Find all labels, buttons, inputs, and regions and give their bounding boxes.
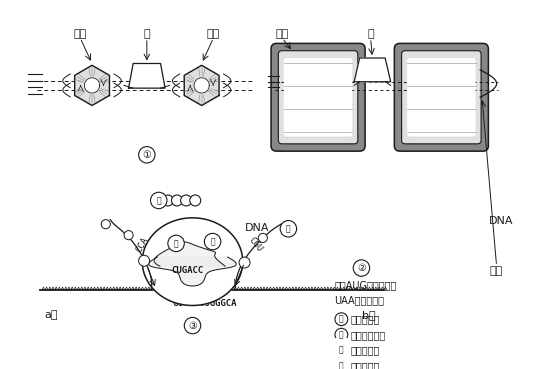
Circle shape xyxy=(162,195,173,206)
Text: 甘: 甘 xyxy=(156,196,161,205)
Circle shape xyxy=(181,195,192,206)
Circle shape xyxy=(153,195,164,206)
Polygon shape xyxy=(194,78,209,93)
Circle shape xyxy=(280,221,296,237)
Text: 表示色氨酸: 表示色氨酸 xyxy=(350,346,380,356)
FancyBboxPatch shape xyxy=(407,58,476,137)
Circle shape xyxy=(281,224,290,233)
Text: 起点: 起点 xyxy=(73,29,87,39)
Polygon shape xyxy=(149,257,236,286)
Polygon shape xyxy=(184,65,219,106)
Text: CGU: CGU xyxy=(247,235,264,254)
Text: b端: b端 xyxy=(362,310,375,320)
Circle shape xyxy=(335,359,348,369)
Text: DNA: DNA xyxy=(489,215,514,225)
Text: ③: ③ xyxy=(188,321,197,331)
Circle shape xyxy=(190,195,201,206)
Text: DNA: DNA xyxy=(244,223,269,233)
Circle shape xyxy=(138,146,155,163)
Circle shape xyxy=(335,328,348,341)
Polygon shape xyxy=(154,242,225,266)
Circle shape xyxy=(150,192,167,209)
Circle shape xyxy=(335,313,348,325)
FancyBboxPatch shape xyxy=(402,51,481,144)
Text: 色: 色 xyxy=(339,346,344,355)
Polygon shape xyxy=(74,65,110,106)
Text: CUGACC: CUGACC xyxy=(172,266,204,275)
Text: 色: 色 xyxy=(210,237,215,246)
Text: 注：AUG为起始密码: 注：AUG为起始密码 xyxy=(334,280,396,290)
Text: 起点: 起点 xyxy=(275,29,289,39)
Circle shape xyxy=(239,257,250,268)
Text: ②: ② xyxy=(357,263,366,273)
Text: UAA为终止密码: UAA为终止密码 xyxy=(334,296,384,306)
Circle shape xyxy=(138,255,149,266)
Text: 丙: 丙 xyxy=(339,361,344,369)
Text: ①: ① xyxy=(142,150,151,160)
Polygon shape xyxy=(142,218,243,306)
Polygon shape xyxy=(129,63,165,88)
Text: 醂: 醂 xyxy=(367,29,374,39)
Circle shape xyxy=(101,220,110,229)
Circle shape xyxy=(168,235,184,252)
Text: 表示天冬氨酸: 表示天冬氨酸 xyxy=(350,330,386,340)
Circle shape xyxy=(124,231,133,240)
Circle shape xyxy=(258,233,267,242)
Text: 醂: 醂 xyxy=(143,29,150,39)
Circle shape xyxy=(184,317,201,334)
FancyBboxPatch shape xyxy=(394,44,488,151)
Text: GGUGACUGGGCA: GGUGACUGGGCA xyxy=(172,299,237,308)
Text: 天: 天 xyxy=(174,239,179,248)
Text: 丙: 丙 xyxy=(286,224,291,233)
Text: 起点: 起点 xyxy=(207,29,220,39)
Text: 表示甘氨酸: 表示甘氨酸 xyxy=(350,315,380,325)
Text: 天: 天 xyxy=(339,330,344,339)
Polygon shape xyxy=(354,58,390,82)
Circle shape xyxy=(335,344,348,356)
Text: 表示丙氨酸: 表示丙氨酸 xyxy=(350,361,380,369)
Text: CCA: CCA xyxy=(134,235,150,254)
FancyBboxPatch shape xyxy=(284,58,352,137)
Text: 甘: 甘 xyxy=(339,315,344,324)
FancyBboxPatch shape xyxy=(271,44,365,151)
Circle shape xyxy=(204,233,221,250)
Circle shape xyxy=(172,195,182,206)
Polygon shape xyxy=(85,78,100,93)
Text: a端: a端 xyxy=(45,310,58,320)
Circle shape xyxy=(353,260,370,276)
FancyBboxPatch shape xyxy=(279,51,358,144)
Text: 起点: 起点 xyxy=(490,266,503,276)
